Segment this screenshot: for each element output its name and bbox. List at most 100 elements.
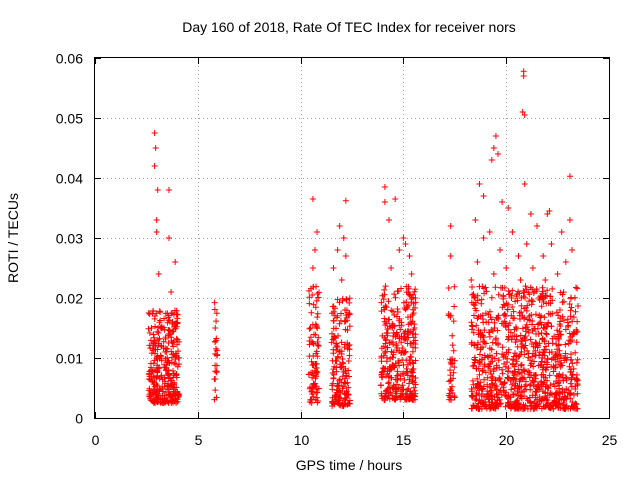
- data-point: [398, 339, 405, 346]
- data-point: [469, 283, 476, 290]
- data-point: [170, 399, 177, 406]
- data-point: [511, 363, 518, 370]
- data-point: [172, 395, 179, 402]
- y-tick-label: 0.05: [56, 111, 83, 127]
- data-point: [527, 211, 534, 217]
- data-point: [336, 320, 343, 327]
- data-point: [535, 362, 542, 369]
- data-point: [533, 330, 540, 337]
- data-point: [342, 197, 349, 204]
- data-point: [169, 393, 176, 400]
- data-point: [471, 342, 478, 349]
- data-point: [472, 217, 479, 223]
- data-point: [382, 303, 389, 310]
- data-point: [497, 387, 504, 394]
- data-point: [402, 306, 409, 313]
- data-point: [486, 399, 493, 406]
- data-point: [543, 323, 550, 330]
- data-point: [212, 387, 219, 394]
- data-point: [149, 377, 156, 384]
- data-point: [526, 374, 533, 381]
- data-point: [388, 366, 395, 373]
- data-point: [338, 339, 345, 346]
- data-point: [549, 285, 556, 292]
- data-point: [519, 405, 526, 412]
- data-point: [314, 368, 321, 375]
- data-point: [164, 319, 171, 326]
- data-point: [406, 380, 413, 387]
- data-point: [495, 316, 502, 323]
- data-point: [449, 332, 456, 339]
- data-point: [569, 360, 576, 367]
- data-point: [311, 247, 318, 253]
- data-point: [176, 392, 183, 399]
- data-point: [521, 368, 528, 375]
- data-point: [562, 350, 569, 357]
- data-point: [345, 400, 352, 407]
- data-point: [569, 318, 576, 325]
- data-point: [468, 277, 475, 283]
- data-point: [165, 330, 172, 337]
- data-point: [397, 326, 404, 333]
- data-point: [344, 327, 351, 334]
- data-point: [446, 390, 453, 397]
- data-point: [339, 355, 346, 362]
- data-point: [486, 229, 493, 235]
- data-point: [340, 368, 347, 375]
- data-point: [529, 265, 536, 271]
- data-point: [534, 223, 541, 229]
- data-point: [491, 319, 498, 326]
- data-point: [161, 374, 168, 381]
- data-point: [332, 325, 339, 332]
- data-point: [380, 343, 387, 350]
- data-point: [539, 290, 546, 297]
- data-point: [378, 392, 385, 399]
- data-point: [540, 324, 547, 331]
- data-point: [333, 368, 340, 375]
- data-point: [521, 181, 528, 187]
- data-point: [308, 358, 315, 365]
- data-point: [334, 312, 341, 319]
- data-point: [534, 342, 541, 349]
- data-point: [567, 307, 574, 314]
- data-point: [498, 381, 505, 388]
- data-point: [525, 350, 532, 357]
- data-point: [213, 318, 220, 325]
- data-point: [152, 397, 159, 404]
- data-point: [392, 388, 399, 395]
- data-point: [169, 367, 176, 374]
- data-point: [449, 342, 456, 349]
- data-point: [385, 298, 392, 305]
- data-point: [312, 375, 319, 382]
- data-point: [485, 319, 492, 326]
- data-point: [514, 401, 521, 408]
- data-point: [402, 348, 409, 355]
- data-point: [500, 320, 507, 327]
- data-point: [309, 321, 316, 328]
- data-point: [162, 364, 169, 371]
- data-point: [308, 309, 315, 316]
- data-point: [539, 284, 546, 291]
- data-point: [306, 294, 313, 301]
- data-point: [312, 383, 319, 390]
- data-point: [447, 367, 454, 374]
- data-point: [533, 389, 540, 396]
- data-point: [544, 397, 551, 404]
- data-point: [390, 382, 397, 389]
- data-point: [484, 353, 491, 360]
- data-point: [568, 368, 575, 375]
- data-point: [572, 376, 579, 383]
- data-point: [155, 329, 162, 336]
- data-point: [548, 391, 555, 398]
- data-point: [148, 325, 155, 332]
- data-point: [396, 317, 403, 324]
- data-point: [536, 398, 543, 405]
- data-point: [162, 335, 169, 342]
- data-point: [310, 380, 317, 387]
- data-point: [526, 382, 533, 389]
- data-point: [488, 387, 495, 394]
- data-point: [536, 320, 543, 327]
- data-point: [401, 349, 408, 356]
- data-point: [469, 377, 476, 384]
